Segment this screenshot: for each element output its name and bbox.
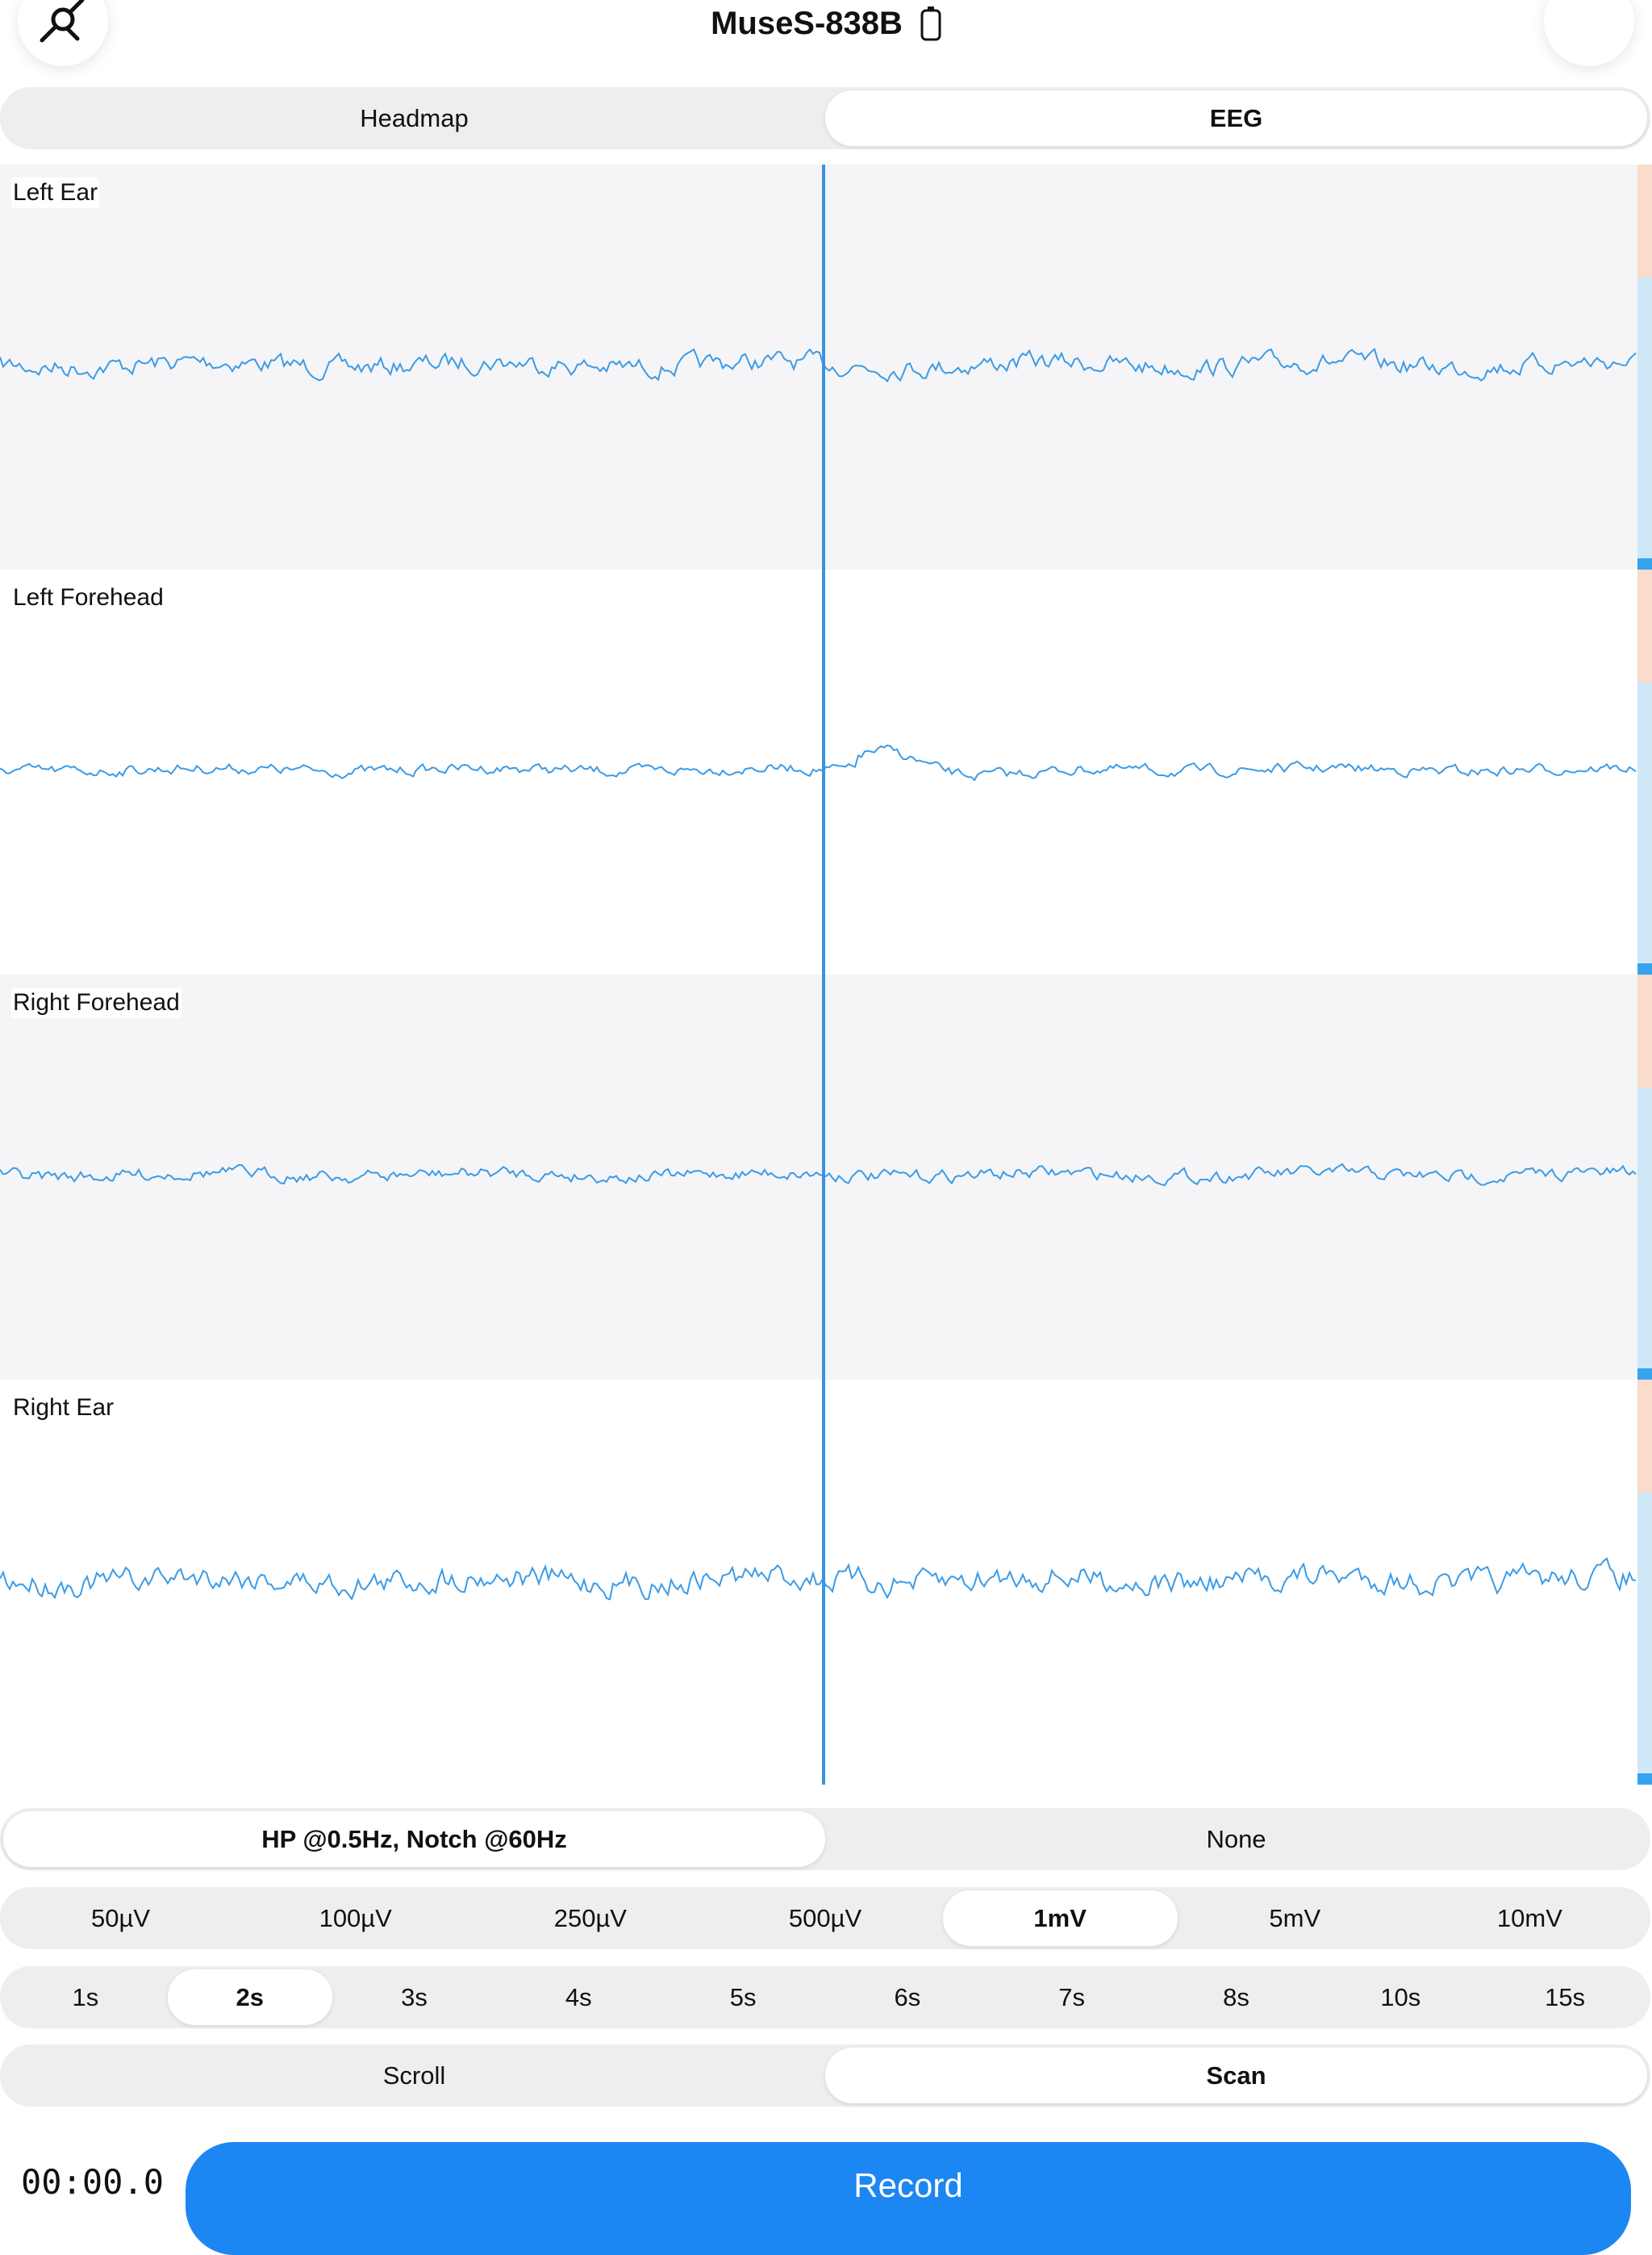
indicator-mark bbox=[1637, 558, 1652, 570]
scan-cursor bbox=[822, 165, 825, 1785]
indicator-mark bbox=[1637, 963, 1652, 975]
segment-option[interactable]: 50µV bbox=[91, 1903, 151, 1932]
segment-option[interactable]: Scan bbox=[825, 2048, 1647, 2103]
segment-option[interactable]: 1s bbox=[72, 1982, 99, 2011]
indicator-mark bbox=[1637, 1368, 1652, 1380]
record-label: Record bbox=[853, 2166, 963, 2204]
plug-icon bbox=[40, 0, 85, 43]
timer: 00:00.0 bbox=[21, 2162, 165, 2202]
channel-label: Right Ear bbox=[11, 1393, 116, 1423]
segment-option[interactable]: 5s bbox=[729, 1982, 757, 2011]
trace-line bbox=[0, 1557, 1637, 1601]
segment-option[interactable]: 15s bbox=[1545, 1982, 1586, 2011]
mode-selector: Scroll Scan bbox=[0, 2044, 1650, 2107]
record-button[interactable]: Record bbox=[186, 2142, 1631, 2255]
channel-panel: Right Ear bbox=[0, 1380, 1637, 1785]
segment-option[interactable]: 250µV bbox=[553, 1903, 627, 1932]
scale-selector: 50µV 100µV 250µV 500µV 1mV 5mV 10mV bbox=[0, 1887, 1650, 1949]
segment-option[interactable]: 3s bbox=[401, 1982, 428, 2011]
channel-label: Left Forehead bbox=[11, 583, 165, 613]
segment-option[interactable]: 10mV bbox=[1496, 1903, 1562, 1932]
eeg-trace bbox=[0, 1163, 1637, 1187]
segment-option[interactable]: Headmap bbox=[360, 103, 469, 132]
segment-option[interactable]: 2s bbox=[167, 1969, 332, 2025]
segment-option[interactable]: 8s bbox=[1223, 1982, 1249, 2011]
trace-line bbox=[0, 347, 1637, 383]
indicator-level bbox=[1637, 683, 1652, 963]
segment-option[interactable]: 7s bbox=[1058, 1982, 1086, 2011]
segment-option[interactable]: EEG bbox=[825, 90, 1647, 146]
indicator-top bbox=[1637, 975, 1652, 1088]
indicator-top bbox=[1637, 570, 1652, 683]
segment-option[interactable]: Scroll bbox=[382, 2061, 446, 2090]
channel-panel: Left Forehead bbox=[0, 570, 1637, 975]
filter-selector: HP @0.5Hz, Notch @60Hz None bbox=[0, 1808, 1650, 1870]
window-selector: 1s 2s 3s 4s 5s 6s 7s 8s 10s 15s bbox=[0, 1966, 1650, 2028]
eeg-trace bbox=[0, 347, 1637, 383]
eeg-trace bbox=[0, 744, 1637, 782]
indicator-level bbox=[1637, 1493, 1652, 1773]
trace-line bbox=[0, 744, 1637, 782]
connect-button[interactable] bbox=[18, 0, 108, 66]
indicator-top bbox=[1637, 165, 1652, 278]
segment-option[interactable]: None bbox=[1206, 1824, 1266, 1853]
segment-option[interactable]: 10s bbox=[1380, 1982, 1421, 2011]
eeg-trace bbox=[0, 1557, 1637, 1601]
channel-label: Right Forehead bbox=[11, 988, 181, 1018]
segment-option[interactable]: 4s bbox=[565, 1982, 592, 2011]
indicator-level bbox=[1637, 1088, 1652, 1368]
segment-option[interactable]: 100µV bbox=[319, 1903, 392, 1932]
segment-option[interactable]: 500µV bbox=[788, 1903, 862, 1932]
view-tabs: Headmap EEG bbox=[0, 87, 1650, 149]
channel-panel: Right Forehead bbox=[0, 975, 1637, 1380]
device-title: MuseS-838B bbox=[711, 5, 903, 41]
segment-option[interactable]: 1mV bbox=[942, 1890, 1178, 1946]
segment-option[interactable]: HP @0.5Hz, Notch @60Hz bbox=[3, 1811, 825, 1867]
indicator-mark bbox=[1637, 1773, 1652, 1785]
segment-option[interactable]: 6s bbox=[894, 1982, 921, 2011]
segment-option[interactable]: 5mV bbox=[1269, 1903, 1321, 1932]
indicator-top bbox=[1637, 1380, 1652, 1493]
battery-icon bbox=[920, 6, 941, 41]
channel-panel: Left Ear bbox=[0, 165, 1637, 570]
header: MuseS-838B bbox=[0, 3, 1652, 44]
indicator-level bbox=[1637, 278, 1652, 558]
channel-label: Left Ear bbox=[11, 177, 100, 208]
trace-line bbox=[0, 1163, 1637, 1187]
